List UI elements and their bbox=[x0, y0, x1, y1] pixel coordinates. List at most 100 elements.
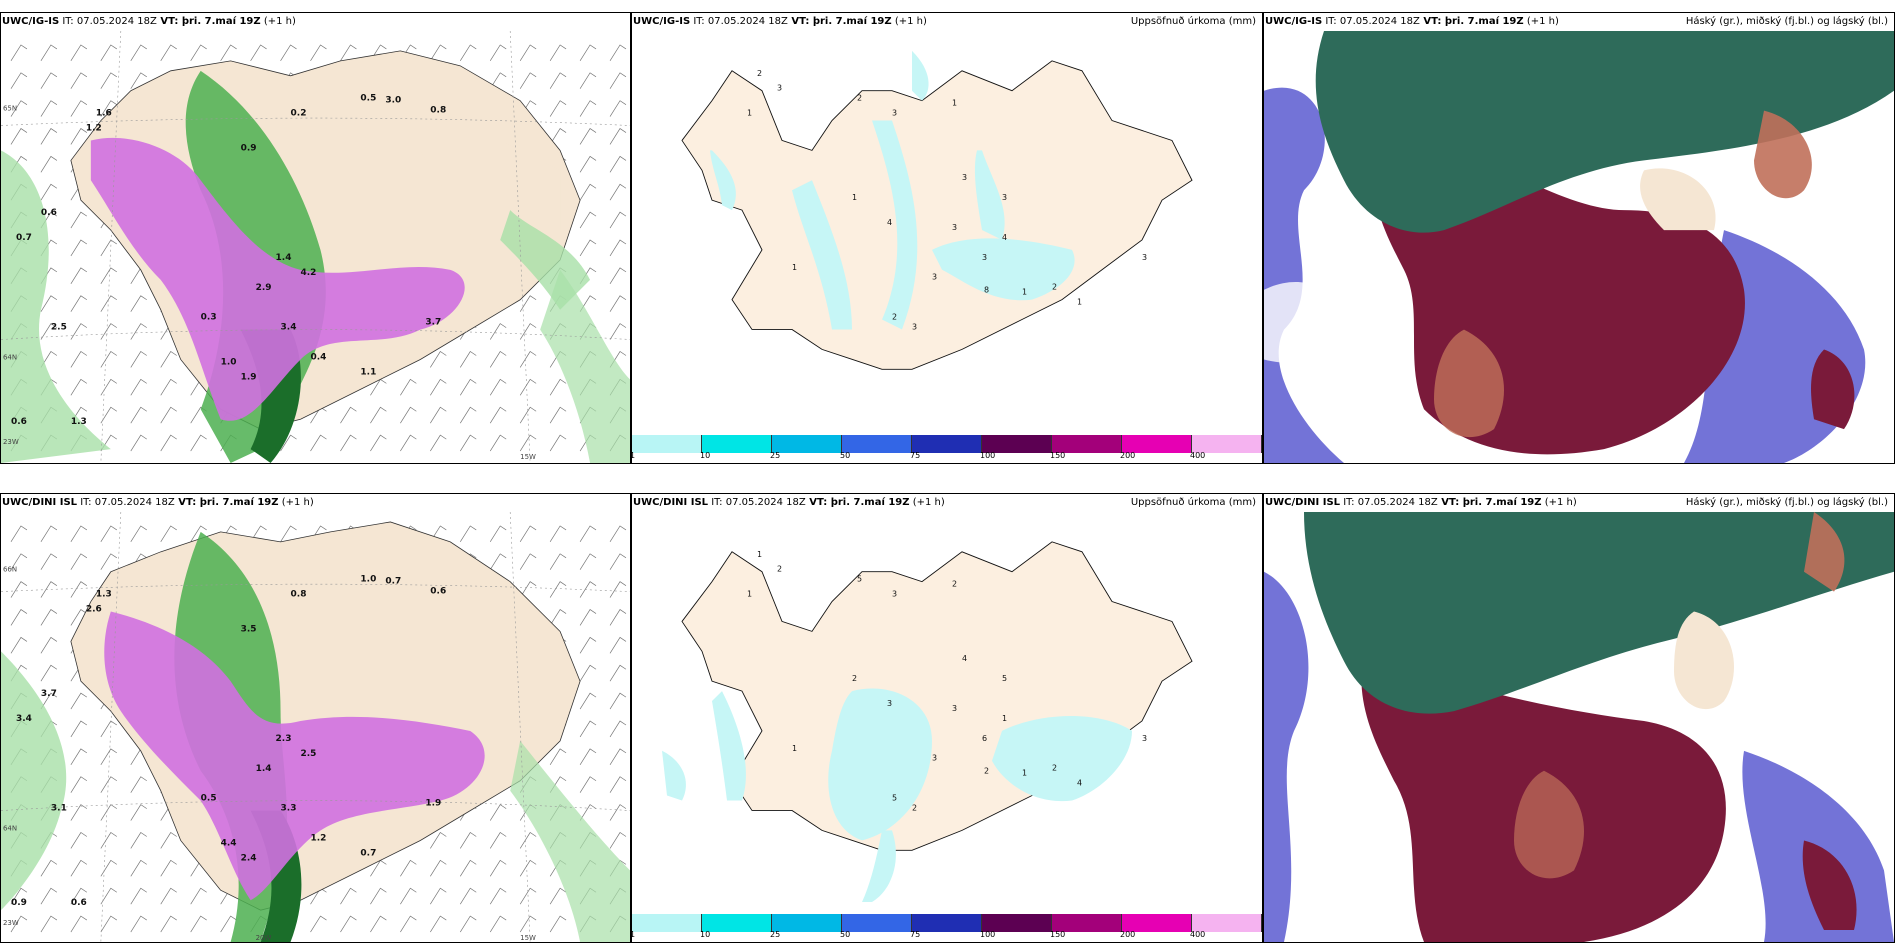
accum-value-label: 3 bbox=[1142, 253, 1147, 262]
accum-value-label: 6 bbox=[982, 734, 987, 743]
precip-value-label: 1.3 bbox=[71, 417, 87, 427]
wind-barb bbox=[609, 267, 627, 285]
wind-barb bbox=[100, 323, 118, 340]
wind-barb bbox=[579, 128, 597, 145]
wind-barb bbox=[40, 887, 58, 905]
wind-barb bbox=[489, 351, 507, 368]
accum-value-label: 3 bbox=[892, 590, 897, 599]
wind-barb bbox=[340, 887, 357, 905]
wind-barb bbox=[40, 72, 58, 89]
wind-barb bbox=[130, 323, 147, 340]
wind-barb bbox=[130, 776, 147, 793]
wind-barb bbox=[519, 434, 537, 452]
colorbar-swatch bbox=[912, 435, 982, 453]
wind-barb bbox=[519, 323, 537, 340]
wind-barb bbox=[609, 100, 627, 117]
wind-barb bbox=[250, 44, 267, 62]
panel-row2-clouds: UWC/DINI ISL IT: 07.05.2024 18Z VT: þri.… bbox=[1263, 493, 1895, 943]
wind-barb bbox=[10, 525, 28, 543]
panel-header: UWC/DINI ISL IT: 07.05.2024 18Z VT: þri.… bbox=[1265, 497, 1888, 508]
wind-barb bbox=[10, 44, 28, 62]
wind-barb bbox=[579, 525, 597, 543]
precip-wind-map: 0.8 1.0 0.7 0.6 1.3 2.6 3.7 3.4 3.5 2.3 1.4 3.3 2.5 1… bbox=[1, 512, 630, 942]
panel-header: UWC/DINI ISL IT: 07.05.2024 18Z VT: þri.… bbox=[2, 497, 314, 508]
wind-barb bbox=[40, 915, 58, 933]
precip-value-label: 0.6 bbox=[11, 417, 27, 427]
accum-value-label: 5 bbox=[892, 794, 897, 803]
accum-value-label: 2 bbox=[984, 767, 989, 776]
wind-barb bbox=[549, 72, 567, 89]
wind-barb bbox=[100, 859, 118, 877]
wind-barb bbox=[40, 664, 58, 682]
iceland-land bbox=[681, 60, 1193, 370]
colorbar bbox=[632, 435, 1262, 453]
wind-barb bbox=[40, 525, 58, 543]
wind-barb bbox=[160, 525, 177, 543]
wind-barb bbox=[310, 915, 327, 933]
precip-value-label: 0.7 bbox=[385, 577, 401, 587]
wind-barb bbox=[70, 72, 88, 89]
wind-barb bbox=[609, 44, 627, 62]
wind-barb bbox=[100, 887, 118, 905]
wind-barb bbox=[100, 553, 118, 570]
wind-barb bbox=[519, 72, 537, 89]
precip-value-label: 2.4 bbox=[241, 853, 257, 863]
panel-title: Uppsöfnuð úrkoma (mm) bbox=[1130, 16, 1256, 27]
accum-value-label: 1 bbox=[1022, 288, 1027, 297]
wind-barb bbox=[579, 211, 597, 229]
wind-barb bbox=[579, 804, 597, 821]
wind-barb bbox=[310, 434, 327, 452]
wind-barb bbox=[579, 553, 597, 570]
precip-value-label: 1.9 bbox=[241, 372, 257, 382]
wind-barb bbox=[489, 887, 507, 905]
wind-barb bbox=[489, 804, 507, 821]
wind-barb bbox=[400, 859, 417, 877]
wind-barb bbox=[130, 378, 147, 396]
wind-barb bbox=[130, 887, 147, 905]
wind-barb bbox=[549, 553, 567, 570]
wind-barb bbox=[70, 211, 88, 229]
wind-barb bbox=[100, 776, 118, 793]
accum-value-label: 2 bbox=[857, 94, 862, 103]
wind-barb bbox=[430, 915, 447, 933]
wind-barb bbox=[40, 183, 58, 201]
wind-barb bbox=[519, 44, 537, 62]
accum-value-label: 2 bbox=[892, 313, 897, 322]
wind-barb bbox=[370, 434, 387, 452]
cloud-cover-map bbox=[1264, 31, 1894, 463]
wind-barb bbox=[10, 915, 28, 933]
accum-value-label: 1 bbox=[1022, 769, 1027, 778]
precip-value-label: 1.1 bbox=[360, 367, 376, 377]
wind-barb bbox=[549, 525, 567, 543]
wind-barb bbox=[400, 378, 417, 396]
colorbar-tick: 75 bbox=[909, 451, 921, 460]
wind-barb bbox=[489, 553, 507, 570]
wind-barb bbox=[430, 832, 447, 849]
wind-barb bbox=[579, 720, 597, 738]
wind-barb bbox=[340, 434, 357, 452]
colorbar-tick: 200 bbox=[1120, 930, 1136, 939]
accum-value-label: 3 bbox=[952, 223, 957, 232]
wind-barb bbox=[160, 832, 177, 849]
wind-barb bbox=[130, 804, 147, 821]
wind-barb bbox=[70, 776, 88, 793]
colorbar-swatch bbox=[632, 435, 702, 453]
accum-value-label: 2 bbox=[1052, 764, 1057, 773]
accum-value-label: 3 bbox=[982, 253, 987, 262]
colorbar-swatch bbox=[1192, 914, 1262, 932]
precip-value-label: 1.0 bbox=[360, 575, 376, 585]
wind-barb bbox=[130, 44, 147, 62]
colorbar-tick: 25 bbox=[769, 930, 781, 939]
wind-barb bbox=[70, 720, 88, 738]
wind-barb bbox=[70, 295, 88, 312]
wind-barb bbox=[10, 72, 28, 89]
accum-value-label: 3 bbox=[952, 704, 957, 713]
precip-value-label: 1.3 bbox=[96, 590, 112, 600]
accum-value-label: 4 bbox=[1002, 233, 1007, 242]
wind-barb bbox=[370, 915, 387, 933]
wind-barb bbox=[10, 636, 28, 654]
wind-barb bbox=[459, 832, 477, 849]
wind-barb bbox=[130, 72, 147, 89]
panel-row1-clouds: UWC/IG-IS IT: 07.05.2024 18Z VT: þri. 7.… bbox=[1263, 12, 1895, 464]
wind-barb bbox=[519, 859, 537, 877]
